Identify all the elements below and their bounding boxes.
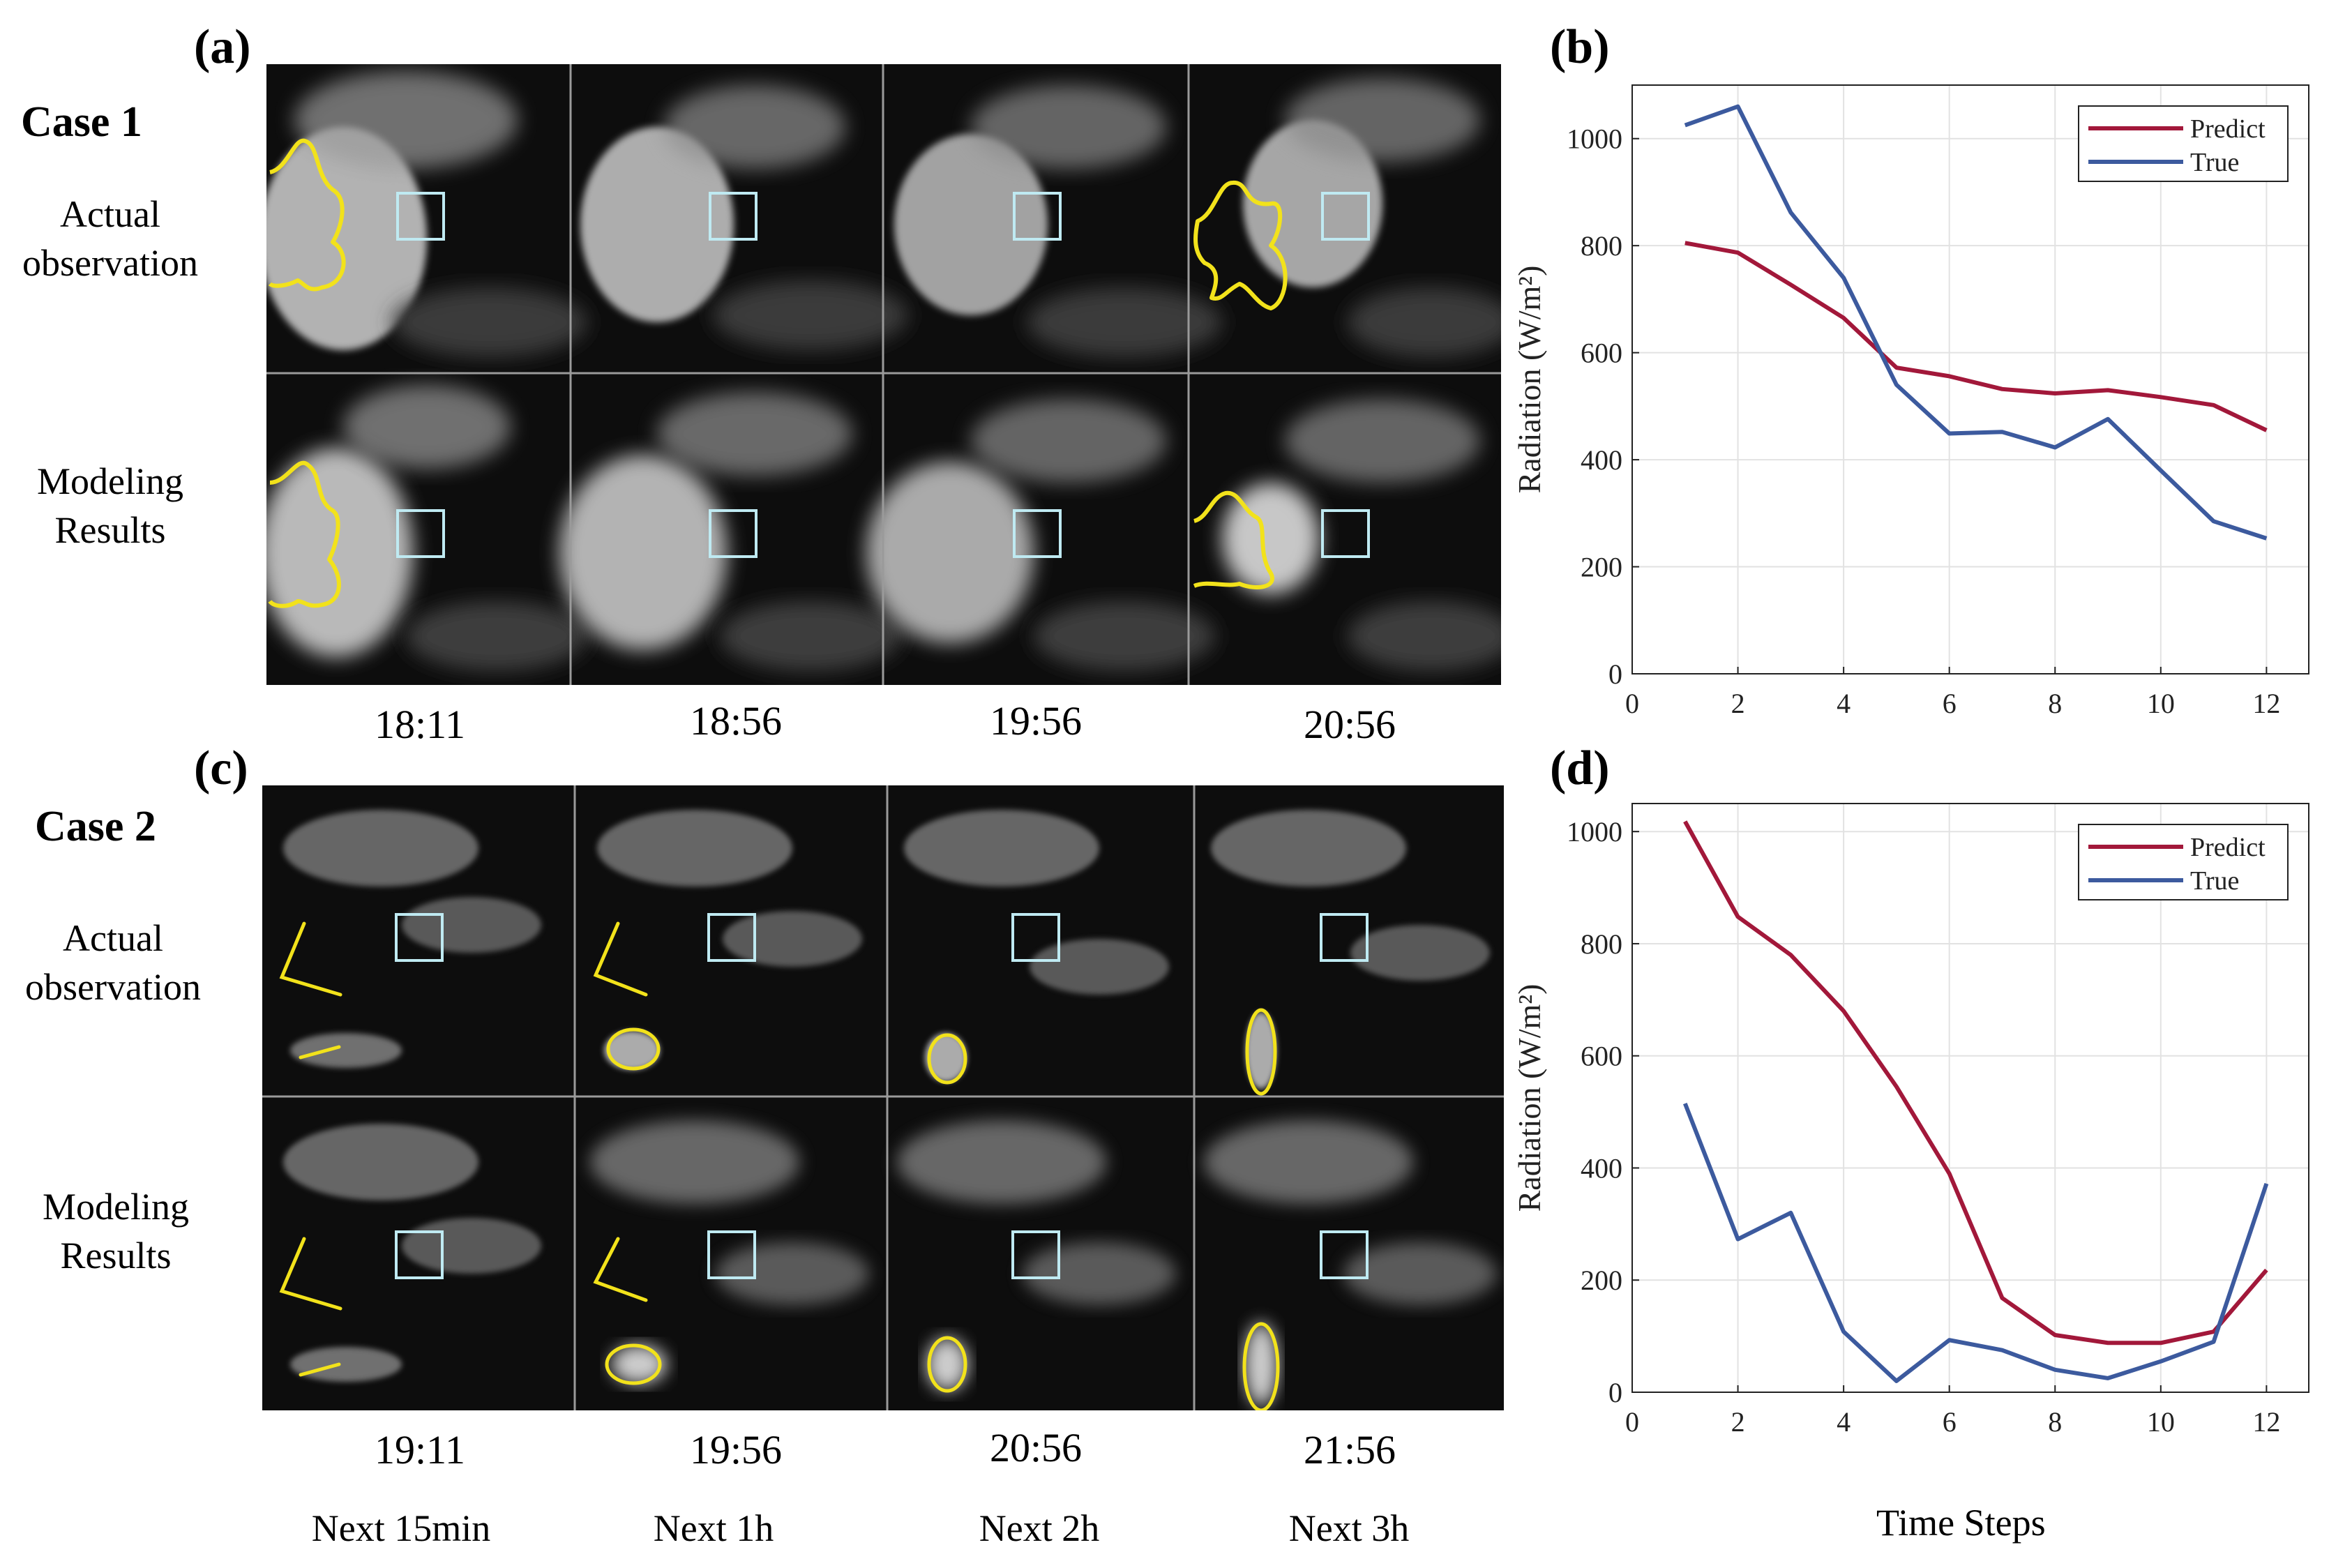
case1-tile-model-2 xyxy=(559,392,901,671)
panel-a-letter: (a) xyxy=(194,20,251,74)
case2-time-1: 19:11 xyxy=(375,1427,465,1472)
legend-box xyxy=(2078,105,2289,182)
plot-frame xyxy=(1631,84,2309,674)
case1-tile-model-3 xyxy=(866,399,1215,671)
case2-tile-obs-2 xyxy=(597,810,862,1070)
y-tick-label: 400 xyxy=(1581,444,1622,476)
legend-label-true: True xyxy=(2190,148,2239,177)
case2-actual-line2: observation xyxy=(25,966,201,1008)
y-axis-label: Radiation (W/m²) xyxy=(1512,266,1547,494)
x-tick-label: 2 xyxy=(1731,688,1745,719)
legend-label-predict: Predict xyxy=(2190,114,2266,144)
case2-tile-obs-1 xyxy=(283,810,541,1068)
case2-title: Case 2 xyxy=(35,803,156,850)
legend-label-predict: Predict xyxy=(2190,833,2266,862)
horizon-label-4: Next 3h xyxy=(1288,1507,1410,1549)
case1-time-1: 18:11 xyxy=(375,702,465,747)
case1-region-boxes xyxy=(396,192,1370,558)
y-tick-label: 1000 xyxy=(1567,816,1622,847)
legend-label-true: True xyxy=(2190,866,2239,896)
case2-tile-obs-4 xyxy=(1211,810,1490,1089)
case2-image-grid xyxy=(262,785,1504,1410)
panel-b-letter: (b) xyxy=(1550,20,1610,74)
x-tick-label: 8 xyxy=(2048,1406,2062,1438)
x-tick-label: 10 xyxy=(2147,1406,2175,1438)
case1-tile-obs-1 xyxy=(266,71,587,357)
case1-actual-line2: observation xyxy=(22,242,198,284)
case1-row-label-model: Modeling Results xyxy=(0,457,229,555)
legend-box xyxy=(2078,824,2289,900)
case2-tile-model-3 xyxy=(897,1120,1176,1391)
x-tick-label: 12 xyxy=(2252,1406,2280,1438)
y-tick-label: 400 xyxy=(1581,1152,1622,1184)
y-tick-label: 200 xyxy=(1581,1265,1622,1296)
case2-time-4: 21:56 xyxy=(1303,1427,1396,1472)
case2-tile-model-4 xyxy=(1204,1120,1497,1406)
y-tick-label: 800 xyxy=(1581,230,1622,262)
y-tick-label: 0 xyxy=(1608,658,1622,690)
case2-background xyxy=(262,785,1504,1410)
chart-b: 0 2 4 6 8 10 12 0 200 400 600 800 1000 Radiation (W/m… xyxy=(1512,84,2309,719)
case2-time-3: 20:56 xyxy=(989,1425,1083,1470)
case1-model-line1: Modeling xyxy=(37,460,183,502)
x-tick-label: 12 xyxy=(2252,688,2280,719)
case1-time-3: 19:56 xyxy=(989,698,1083,744)
x-tick-label: 2 xyxy=(1731,1406,1745,1438)
x-tick-label: 0 xyxy=(1625,688,1639,719)
x-tick-label: 4 xyxy=(1837,688,1851,719)
x-tick-label: 6 xyxy=(1943,1406,1957,1438)
case1-tile-obs-4 xyxy=(1243,78,1501,357)
y-tick-label: 800 xyxy=(1581,928,1622,960)
y-tick-label: 600 xyxy=(1581,1041,1622,1072)
x-tick-label: 6 xyxy=(1943,688,1957,719)
case1-tile-obs-2 xyxy=(580,85,908,350)
case1-tile-obs-3 xyxy=(894,85,1222,357)
horizon-label-2: Next 1h xyxy=(653,1507,774,1549)
chart-d-xlabel: Time Steps xyxy=(1876,1502,2046,1544)
case1-actual-line1: Actual xyxy=(60,193,160,235)
case1-image-grid xyxy=(266,64,1501,685)
y-axis-label: Radiation (W/m²) xyxy=(1512,984,1547,1212)
case2-model-line2: Results xyxy=(60,1235,172,1276)
case2-actual-line1: Actual xyxy=(63,917,163,959)
panel-c-letter: (c) xyxy=(194,741,248,795)
case2-cloud-markers xyxy=(279,921,1280,1410)
horizon-label-3: Next 2h xyxy=(979,1507,1100,1549)
x-tick-label: 10 xyxy=(2147,688,2175,719)
y-tick-label: 200 xyxy=(1581,552,1622,583)
case1-time-4: 20:56 xyxy=(1303,702,1396,747)
horizon-label-1: Next 15min xyxy=(311,1507,491,1549)
series-line-true xyxy=(1682,1102,2269,1383)
x-tick-label: 4 xyxy=(1837,1406,1851,1438)
case2-tile-obs-3 xyxy=(904,810,1169,1082)
case1-title: Case 1 xyxy=(21,98,142,146)
x-tick-label: 0 xyxy=(1625,1406,1639,1438)
case2-row-label-model: Modeling Results xyxy=(0,1182,234,1280)
y-tick-label: 600 xyxy=(1581,338,1622,369)
case2-row-label-actual: Actual observation xyxy=(0,914,232,1011)
chart-d: 0 2 4 6 8 10 12 0 200 400 600 800 1000 Radiation (W/m… xyxy=(1512,803,2309,1438)
series-line-predict xyxy=(1684,241,2268,432)
plot-frame xyxy=(1631,803,2309,1393)
case1-time-2: 18:56 xyxy=(689,698,783,744)
series-line-predict xyxy=(1683,820,2268,1345)
case1-model-line2: Results xyxy=(54,509,166,551)
series-line-true xyxy=(1684,104,2268,541)
case2-model-line1: Modeling xyxy=(43,1186,189,1228)
case1-row-label-actual: Actual observation xyxy=(0,190,229,287)
case2-region-boxes xyxy=(395,913,1369,1279)
x-tick-label: 8 xyxy=(2048,688,2062,719)
case2-time-2: 19:56 xyxy=(689,1427,783,1472)
case1-tile-model-4 xyxy=(1222,399,1501,671)
panel-d-letter: (d) xyxy=(1550,741,1610,795)
y-tick-label: 0 xyxy=(1608,1377,1622,1408)
y-tick-label: 1000 xyxy=(1567,123,1622,155)
case1-cloud-outlines xyxy=(268,138,1288,608)
